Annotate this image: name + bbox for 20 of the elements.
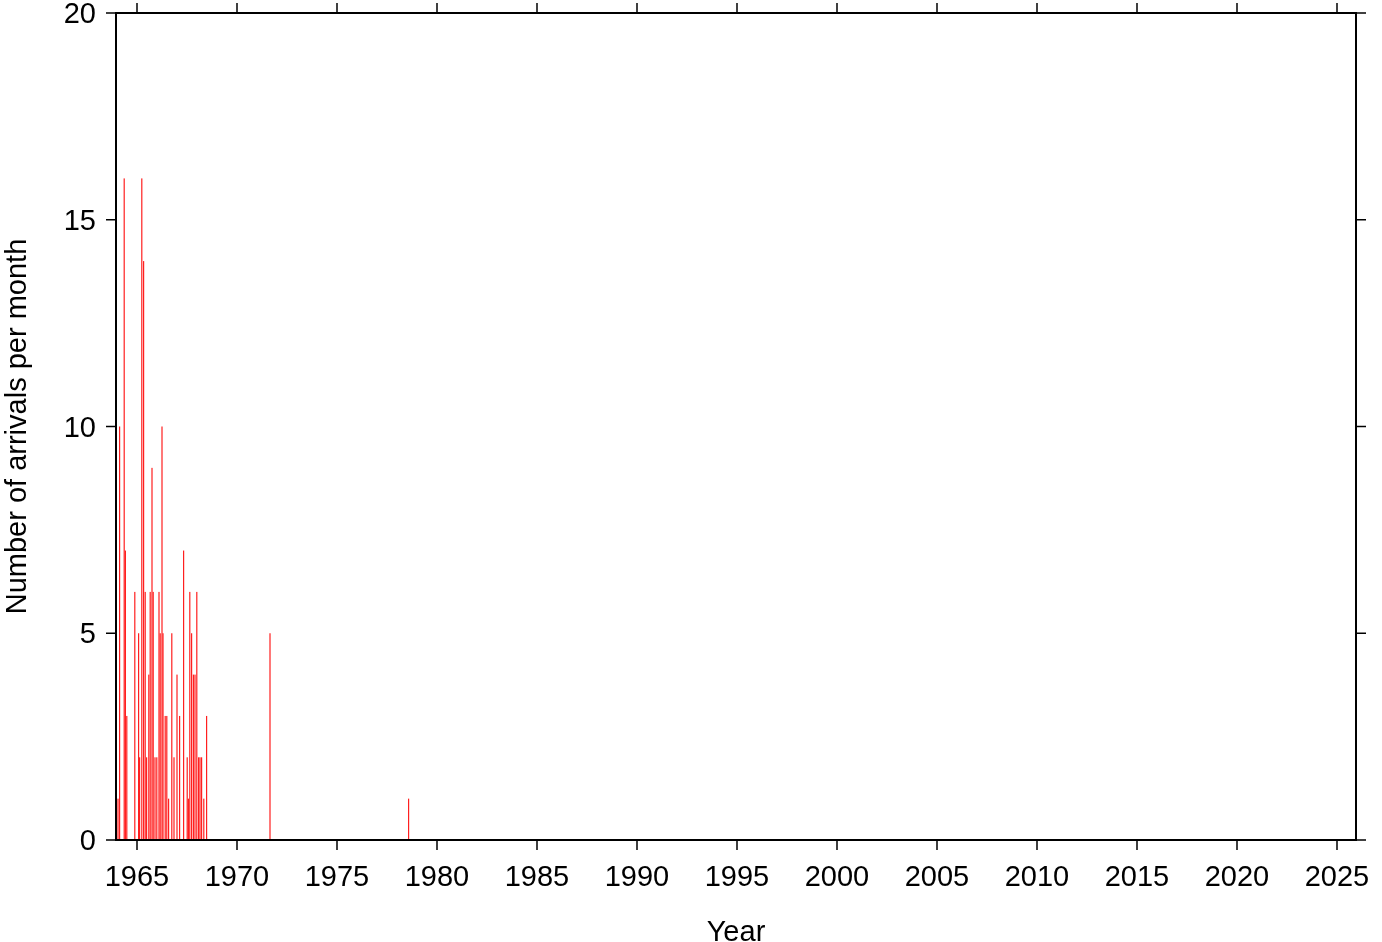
x-tick-label: 2025 (1304, 860, 1370, 892)
x-tick-label: 1975 (304, 860, 370, 892)
x-tick-label: 2020 (1204, 860, 1270, 892)
y-axis-title: Number of arrivals per month (0, 238, 32, 615)
x-tick-label: 1970 (204, 860, 270, 892)
x-tick-label: 2015 (1104, 860, 1170, 892)
x-tick-label: 2005 (904, 860, 970, 892)
x-tick-label: 1995 (704, 860, 770, 892)
y-tick-label: 0 (79, 824, 96, 857)
x-tick-label: 1980 (404, 860, 470, 892)
x-tick-label: 1985 (504, 860, 570, 892)
y-tick-label: 20 (63, 0, 96, 30)
y-tick-label: 15 (63, 203, 96, 236)
x-tick-label: 1965 (104, 860, 170, 892)
y-tick-label: 10 (63, 410, 96, 443)
x-tick-label: 1990 (604, 860, 670, 892)
y-tick-label: 5 (79, 617, 96, 650)
x-tick-label: 2000 (804, 860, 870, 892)
x-axis-title: Year (706, 915, 766, 942)
x-tick-label: 2010 (1004, 860, 1070, 892)
